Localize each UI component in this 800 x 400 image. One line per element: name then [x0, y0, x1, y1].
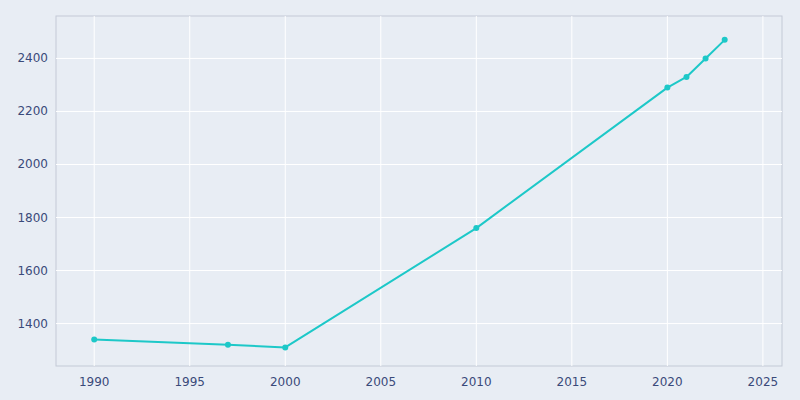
y-tick-label: 1600	[17, 264, 48, 278]
grid-line-y	[56, 270, 782, 271]
point	[703, 55, 709, 61]
line	[94, 40, 724, 348]
y-tick-label: 1400	[17, 317, 48, 331]
point	[225, 342, 231, 348]
grid-line-y	[56, 164, 782, 165]
grid-line-x	[380, 16, 381, 366]
x-tick-label: 2025	[748, 375, 779, 389]
x-tick-label: 2005	[366, 375, 397, 389]
point	[664, 85, 670, 91]
x-tick-label: 2010	[461, 375, 492, 389]
grid-line-x	[667, 16, 668, 366]
x-tick-label: 1990	[79, 375, 110, 389]
grid-line-x	[762, 16, 763, 366]
grid-line-x	[285, 16, 286, 366]
grid-line-y	[56, 111, 782, 112]
grid	[56, 16, 782, 366]
grid-line-y	[56, 58, 782, 59]
y-tick-label: 2200	[17, 104, 48, 118]
point	[282, 344, 288, 350]
x-tick-label: 2000	[270, 375, 301, 389]
point	[722, 37, 728, 43]
grid-line-x	[476, 16, 477, 366]
point	[683, 74, 689, 80]
x-tick-label: 1995	[174, 375, 205, 389]
y-tick-label: 2000	[17, 157, 48, 171]
x-tick-label: 2015	[557, 375, 588, 389]
chart-svg: 1990 1995 2000 2005 2010 2015 2020 2025 1400 1600…	[0, 0, 800, 400]
grid-line-x	[571, 16, 572, 366]
grid-line-x	[94, 16, 95, 366]
grid-line-y	[56, 323, 782, 324]
point	[473, 225, 479, 231]
y-tick-label: 1800	[17, 211, 48, 225]
point	[91, 336, 97, 342]
grid-line-x	[189, 16, 190, 366]
y-tick-label: 2400	[17, 51, 48, 65]
x-tick-label: 2020	[652, 375, 683, 389]
plot-frame	[56, 16, 782, 366]
chart-container: 1990 1995 2000 2005 2010 2015 2020 2025 1400 1600…	[0, 0, 800, 400]
grid-line-y	[56, 217, 782, 218]
data-group	[91, 37, 727, 351]
